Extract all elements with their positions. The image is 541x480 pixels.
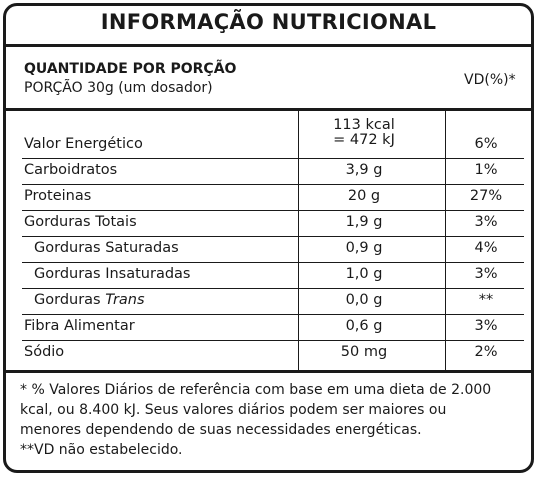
row-vd-total-fat: 3% (474, 214, 498, 230)
row-vd-fiber: 3% (474, 318, 498, 334)
header-divider (6, 108, 531, 111)
row-qty-carbs: 3,9 g (345, 162, 383, 178)
quantity-per-portion-label: QUANTIDADE POR PORÇÃO (24, 61, 237, 77)
row-qty-trans-fat: 0,0 g (345, 292, 383, 308)
row-vd-energy: 6% (474, 136, 498, 152)
row-divider (22, 210, 524, 211)
row-qty-fiber: 0,6 g (345, 318, 383, 334)
row-divider (22, 158, 524, 159)
footnotes: * % Valores Diários de referência com ba… (20, 380, 525, 460)
footnote-line-4: **VD não estabelecido. (20, 442, 183, 458)
row-vd-carbs: 1% (474, 162, 498, 178)
row-vd-unsaturated-fat: 3% (474, 266, 498, 282)
row-qty-energy: 113 kcal = 472 kJ (298, 118, 430, 148)
column-divider-vd (445, 111, 446, 371)
row-name-protein: Proteinas (24, 188, 92, 204)
row-divider (22, 314, 524, 315)
portion-label: PORÇÃO 30g (um dosador) (24, 80, 213, 96)
row-name-saturated-fat: Gorduras Saturadas (34, 240, 179, 256)
row-vd-sodium: 2% (474, 344, 498, 360)
footer-divider (6, 370, 531, 373)
row-name-trans-fat-italic: Trans (105, 292, 145, 308)
vd-header: VD(%)* (464, 72, 516, 88)
row-vd-saturated-fat: 4% (474, 240, 498, 256)
title-divider (6, 44, 531, 47)
row-name-trans-fat-prefix: Gorduras (34, 292, 106, 308)
footnote-line-1: * % Valores Diários de referência com ba… (20, 382, 492, 398)
row-name-energy: Valor Energético (24, 136, 143, 152)
row-divider (22, 262, 524, 263)
row-name-sodium: Sódio (24, 344, 65, 360)
row-vd-trans-fat: ** (478, 292, 494, 308)
row-name-carbs: Carboidratos (24, 162, 118, 178)
row-vd-protein: 27% (469, 188, 503, 204)
row-divider (22, 184, 524, 185)
row-qty-total-fat: 1,9 g (345, 214, 383, 230)
row-divider (22, 288, 524, 289)
row-name-total-fat: Gorduras Totais (24, 214, 137, 230)
row-name-fiber: Fibra Alimentar (24, 318, 135, 334)
row-qty-energy-kj: = 472 kJ (333, 132, 395, 148)
nutrition-facts-panel: INFORMAÇÃO NUTRICIONAL QUANTIDADE POR PO… (3, 3, 534, 473)
column-divider-qty (298, 111, 299, 371)
row-qty-saturated-fat: 0,9 g (345, 240, 383, 256)
row-qty-energy-kcal: 113 kcal (333, 117, 395, 133)
row-name-unsaturated-fat: Gorduras Insaturadas (34, 266, 191, 282)
row-divider (22, 340, 524, 341)
row-qty-unsaturated-fat: 1,0 g (345, 266, 383, 282)
panel-title: INFORMAÇÃO NUTRICIONAL (100, 10, 437, 34)
row-qty-sodium: 50 mg (340, 344, 388, 360)
footnote-line-3: menores dependendo de suas necessidades … (20, 422, 422, 438)
row-name-trans-fat: Gorduras Trans (34, 292, 145, 308)
row-qty-protein: 20 g (347, 188, 381, 204)
row-divider (22, 236, 524, 237)
footnote-line-2: kcal, ou 8.400 kJ. Seus valores diários … (20, 402, 447, 418)
